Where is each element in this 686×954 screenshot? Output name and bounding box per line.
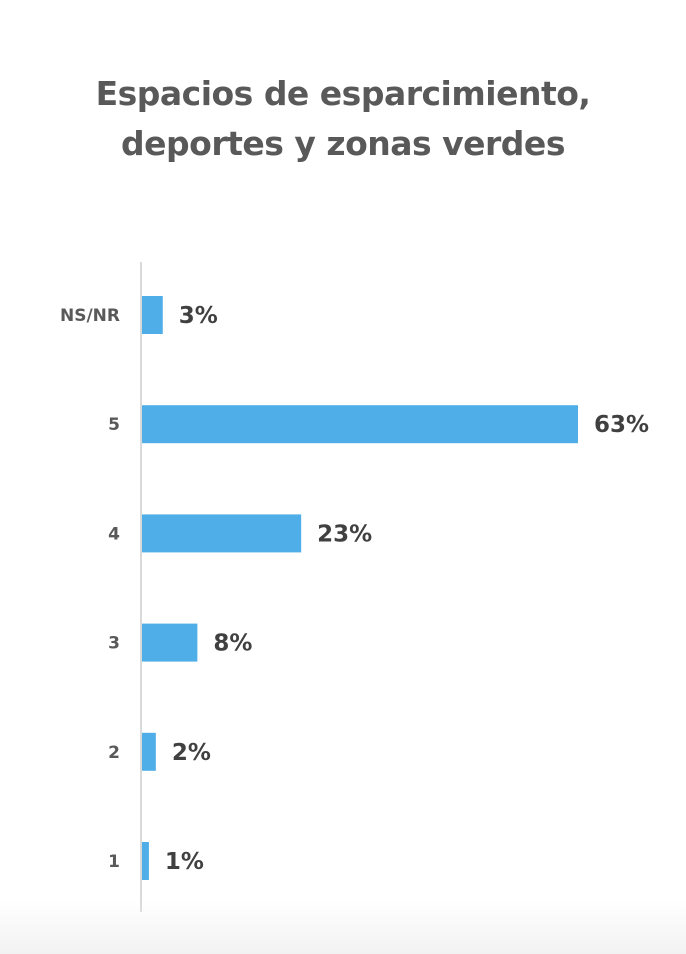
category-label: NS/NR (60, 306, 120, 326)
bar (142, 842, 149, 880)
data-label: 23% (317, 521, 372, 547)
bar (142, 296, 163, 334)
bar (142, 623, 198, 662)
data-label: 8% (213, 631, 252, 657)
data-label: 1% (165, 849, 204, 875)
bar (142, 732, 156, 771)
data-label: 3% (179, 303, 218, 329)
data-label: 2% (172, 740, 211, 766)
data-label: 63% (594, 412, 649, 438)
category-label: 1 (108, 852, 120, 872)
chart-title-line-2: deportes y zonas verdes (121, 124, 565, 163)
category-label: 3 (108, 634, 120, 654)
bottom-fade (0, 900, 686, 954)
bar (142, 514, 302, 553)
bar (142, 405, 578, 444)
category-label: 5 (108, 415, 120, 435)
category-label: 4 (108, 524, 120, 544)
chart-title-line-1: Espacios de esparcimiento, (95, 74, 591, 113)
category-label: 2 (108, 743, 120, 763)
